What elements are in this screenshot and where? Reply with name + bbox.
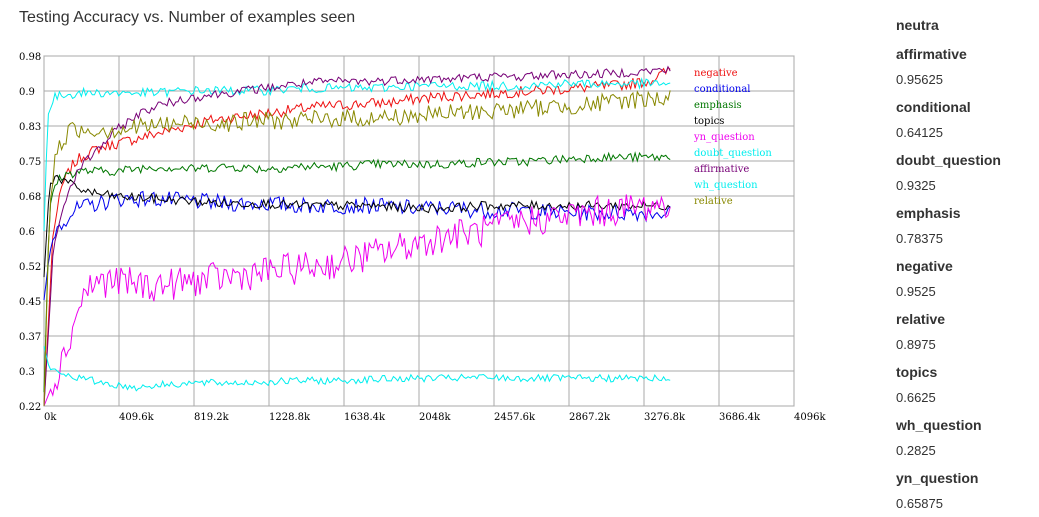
y-tick-label: 0.83 [19, 122, 41, 133]
side-panel-entry-name: yn_question [896, 470, 979, 486]
side-panel-entry-value: 0.6625 [896, 390, 936, 405]
x-tick-label: 3686.4k [719, 412, 761, 423]
series-layer [43, 65, 671, 407]
y-tick-label: 0.52 [19, 262, 41, 273]
side-panel-entry-value: 0.64125 [896, 125, 943, 140]
y-tick-label: 0.37 [19, 332, 41, 343]
grid-layer [43, 55, 795, 407]
side-panel: neutra affirmative 0.95625 conditional 0.64… [896, 14, 1036, 517]
side-panel-entry-value: 0.9525 [896, 284, 936, 299]
side-panel-entry-name: relative [896, 311, 946, 327]
series-line-wh-question [43, 345, 671, 392]
side-panel-entry-name: negative [896, 258, 953, 274]
side-panel-entry-name: topics [896, 364, 938, 380]
y-tick-label: 0.9 [19, 87, 35, 98]
side-panel-entry-value: 0.95625 [896, 72, 943, 87]
legend-entry: relative [694, 196, 733, 207]
y-tick-label: 0.6 [19, 227, 35, 238]
legend-entry: wh_question [694, 180, 758, 191]
side-panel-entry-name: conditional [896, 99, 971, 115]
chart-title: Testing Accuracy vs. Number of examples … [19, 9, 356, 26]
side-panel-entry-value: 0.9325 [896, 178, 936, 193]
side-panel-entry-name: affirmative [896, 46, 967, 62]
side-panel-heading: neutra [896, 17, 939, 33]
series-line-affirmative [43, 65, 671, 407]
x-tick-label: 2457.6k [494, 412, 536, 423]
x-tick-label: 819.2k [194, 412, 230, 423]
y-tick-label: 0.22 [19, 402, 41, 413]
x-tick-label: 3276.8k [644, 412, 686, 423]
series-line-relative [43, 90, 671, 407]
side-panel-entry-value: 0.65875 [896, 496, 943, 511]
series-line-topics [43, 174, 671, 278]
side-panel-entry-name: doubt_question [896, 152, 1001, 168]
tick-labels: 0k 409.6k 819.2k 1228.8k 1638.4k 2048k 2457.6k… [19, 52, 826, 423]
x-tick-label: 1228.8k [269, 412, 311, 423]
series-line-negative [43, 66, 671, 407]
legend-entry: yn_question [693, 132, 755, 143]
side-panel-entry-name: emphasis [896, 205, 961, 221]
x-tick-label: 2867.2k [569, 412, 611, 423]
y-tick-label: 0.45 [19, 297, 41, 308]
legend-entry: affirmative [694, 164, 749, 175]
x-tick-label: 1638.4k [344, 412, 386, 423]
line-chart: negative conditional emphasis topics yn_ques… [19, 52, 826, 423]
side-panel-entry-value: 0.2825 [896, 443, 936, 458]
legend-entry: doubt_question [694, 148, 772, 159]
legend: negative conditional emphasis topics yn_ques… [693, 68, 772, 207]
y-tick-label: 0.3 [19, 367, 35, 378]
legend-entry: topics [694, 116, 724, 127]
side-panel-entries: affirmative 0.95625 conditional 0.64125 doub… [896, 43, 1036, 517]
x-tick-label: 409.6k [119, 412, 155, 423]
series-line-doubt-question [43, 77, 671, 232]
legend-entry: negative [694, 68, 738, 79]
y-tick-label: 0.75 [19, 157, 41, 168]
side-panel-entry-name: wh_question [896, 417, 982, 433]
legend-entry: conditional [694, 84, 751, 95]
side-panel-entry-value: 0.78375 [896, 231, 943, 246]
series-line-yn-question [43, 194, 671, 407]
legend-entry: emphasis [694, 100, 742, 111]
side-panel-entry-value: 0.8975 [896, 337, 936, 352]
x-tick-label: 0k [44, 412, 57, 423]
y-tick-label: 0.98 [19, 52, 41, 63]
y-tick-label: 0.68 [19, 192, 41, 203]
series-line-conditional [43, 190, 671, 301]
x-tick-label: 2048k [419, 412, 451, 423]
series-line-emphasis [43, 151, 671, 393]
x-tick-label: 4096k [794, 412, 826, 423]
